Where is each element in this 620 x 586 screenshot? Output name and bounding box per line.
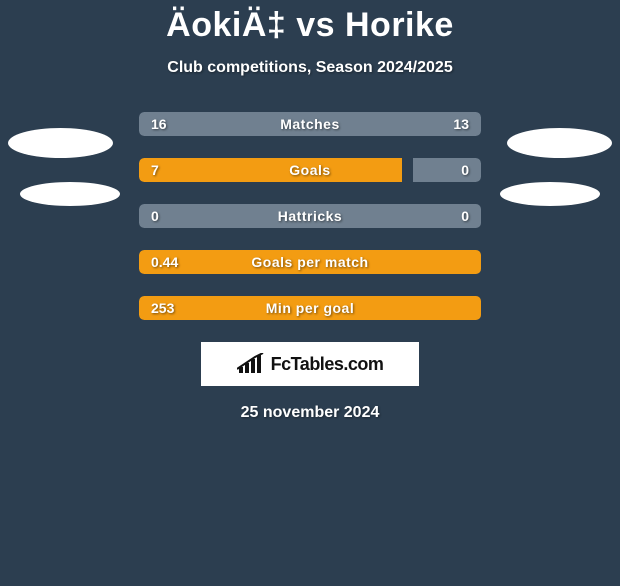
bar-value-left: 0 <box>151 208 159 224</box>
branding-text: FcTables.com <box>271 354 384 375</box>
bar-fill-right <box>413 158 481 182</box>
comparison-row: 253 Min per goal <box>139 296 481 320</box>
bar-label: Goals <box>289 162 330 178</box>
page-title: ÄokiÄ‡ vs Horike <box>0 6 620 45</box>
branding-box: FcTables.com <box>201 342 419 386</box>
bar-value-left: 7 <box>151 162 159 178</box>
comparison-row: 16 13 Matches <box>139 112 481 136</box>
bar-label: Matches <box>280 116 340 132</box>
decor-ellipse <box>20 182 120 206</box>
decor-ellipse <box>8 128 113 158</box>
bar-value-left: 253 <box>151 300 174 316</box>
bar-value-right: 0 <box>461 208 469 224</box>
comparison-row: 7 0 Goals <box>139 158 481 182</box>
bar-value-left: 0.44 <box>151 254 178 270</box>
comparison-row: 0.44 Goals per match <box>139 250 481 274</box>
bar-value-right: 0 <box>461 162 469 178</box>
chart-icon <box>237 353 265 375</box>
decor-ellipse <box>500 182 600 206</box>
comparison-bars: 16 13 Matches 7 0 Goals 0 0 Hattricks 0.44 Goals p… <box>139 112 481 320</box>
bar-value-right: 13 <box>453 116 469 132</box>
bar-label: Hattricks <box>278 208 342 224</box>
footer-date: 25 november 2024 <box>0 404 620 422</box>
decor-ellipse <box>507 128 612 158</box>
bar-fill-left <box>139 158 402 182</box>
comparison-row: 0 0 Hattricks <box>139 204 481 228</box>
bar-value-left: 16 <box>151 116 167 132</box>
bar-label: Min per goal <box>266 300 354 316</box>
page-subtitle: Club competitions, Season 2024/2025 <box>0 59 620 77</box>
bar-label: Goals per match <box>251 254 368 270</box>
